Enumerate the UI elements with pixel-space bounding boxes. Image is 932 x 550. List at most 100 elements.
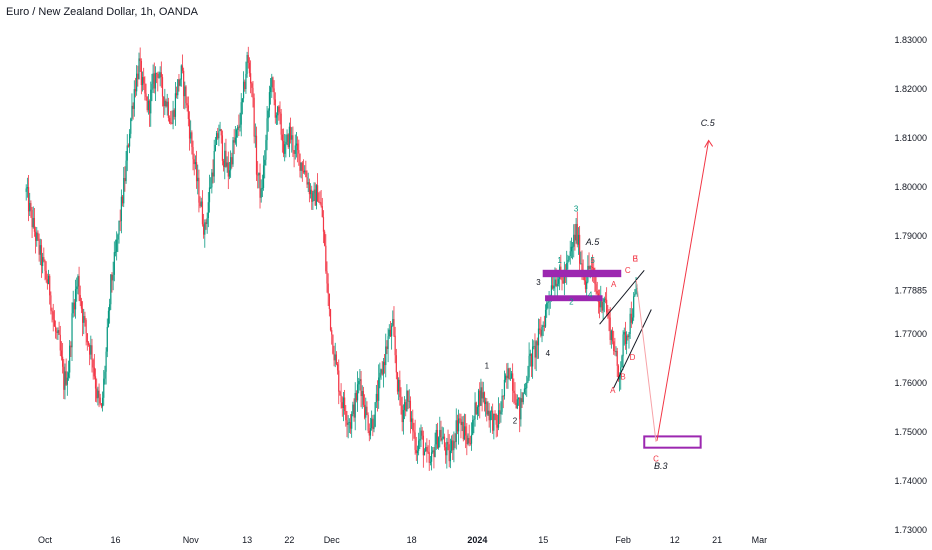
candle-body	[70, 345, 72, 348]
wave-label: B	[620, 373, 625, 382]
trendline-projection-down	[635, 280, 657, 442]
candle-body	[331, 330, 333, 335]
candle-body	[439, 429, 441, 438]
candle-body	[207, 202, 209, 218]
price-tick-label: 1.81000	[894, 133, 927, 143]
wave-label: A.5	[585, 237, 601, 247]
candle-body	[352, 404, 354, 414]
candle-body	[447, 441, 449, 445]
candle-body	[267, 110, 269, 119]
candle-body	[398, 379, 400, 392]
candle-body	[63, 366, 65, 390]
candle-body	[215, 133, 218, 145]
candle-body	[432, 450, 434, 453]
candle-body	[242, 81, 245, 99]
candle-body	[333, 353, 335, 361]
candle-body	[132, 105, 134, 109]
price-tick-label: 1.82000	[894, 84, 927, 94]
candle-body	[91, 345, 93, 360]
candle-body	[119, 220, 121, 222]
candle-body	[110, 274, 112, 305]
candle-body	[591, 267, 594, 268]
candle-body	[295, 143, 298, 146]
candle-body	[322, 217, 325, 232]
candle-body	[309, 189, 312, 195]
time-tick-label: 13	[242, 535, 252, 545]
candle-body	[326, 271, 328, 284]
candle-body	[87, 342, 90, 345]
candle-body	[116, 239, 118, 252]
candle-body	[151, 83, 153, 90]
candle-body	[379, 372, 381, 378]
candle-body	[608, 314, 610, 318]
candle-body	[588, 265, 590, 269]
candle-body	[490, 410, 493, 412]
candle-body	[503, 379, 506, 397]
candle-body	[214, 144, 216, 151]
candle-body	[492, 410, 494, 431]
trendline-wedge-lower	[613, 309, 652, 389]
candle-body	[218, 131, 220, 139]
candle-body	[581, 263, 583, 270]
candle-body	[476, 406, 478, 415]
time-tick-label: Nov	[183, 535, 200, 545]
candle-body	[475, 402, 477, 415]
candle-body	[266, 118, 268, 141]
candle-body	[449, 450, 451, 462]
candle-body	[514, 392, 516, 403]
candle-body	[446, 441, 448, 456]
candle-body	[180, 65, 182, 80]
candle-body	[512, 373, 514, 391]
candle-body	[372, 418, 374, 430]
candle-body	[412, 418, 414, 431]
candle-body	[125, 160, 127, 182]
candle-body	[430, 452, 433, 462]
candle-body	[396, 372, 399, 392]
candle-body	[440, 429, 442, 441]
candle-body	[52, 311, 54, 320]
price-tick-label: 1.74000	[894, 476, 927, 486]
candle-body	[603, 298, 605, 303]
candle-body	[622, 334, 624, 357]
candle-body	[40, 245, 43, 266]
candle-body	[275, 115, 278, 118]
candle-body	[179, 79, 181, 86]
candle-body	[589, 266, 591, 269]
candle-body	[140, 61, 142, 86]
candle-body	[268, 92, 271, 111]
candle-body	[156, 73, 158, 74]
candle-body	[442, 436, 444, 439]
candle-body	[92, 359, 94, 368]
candle-body	[113, 252, 115, 275]
zone-middle-box	[545, 295, 603, 302]
candle-body	[198, 177, 200, 203]
candle-body	[493, 413, 495, 431]
candle-body	[35, 231, 37, 241]
candle-body	[400, 397, 402, 406]
candle-body	[280, 113, 282, 135]
candle-body	[408, 400, 410, 402]
candle-body	[631, 317, 634, 323]
candle-body	[481, 387, 483, 399]
candle-body	[238, 126, 240, 128]
candle-body	[506, 375, 508, 379]
candle-body	[521, 398, 523, 403]
candle-body	[535, 341, 537, 358]
candle-body	[99, 397, 101, 404]
candle-body	[183, 70, 185, 97]
candle-body	[51, 310, 53, 312]
candle-body	[344, 397, 346, 411]
price-tick-label: 1.77000	[894, 329, 927, 339]
candle-body	[349, 422, 352, 429]
candle-body	[129, 133, 131, 147]
candle-body	[230, 157, 232, 171]
candle-body	[501, 395, 503, 412]
candle-body	[595, 284, 597, 292]
candle-body	[210, 187, 212, 189]
candle-body	[118, 220, 120, 235]
wave-label: D	[630, 353, 636, 362]
candle-body	[173, 110, 175, 117]
candle-body	[366, 406, 368, 415]
